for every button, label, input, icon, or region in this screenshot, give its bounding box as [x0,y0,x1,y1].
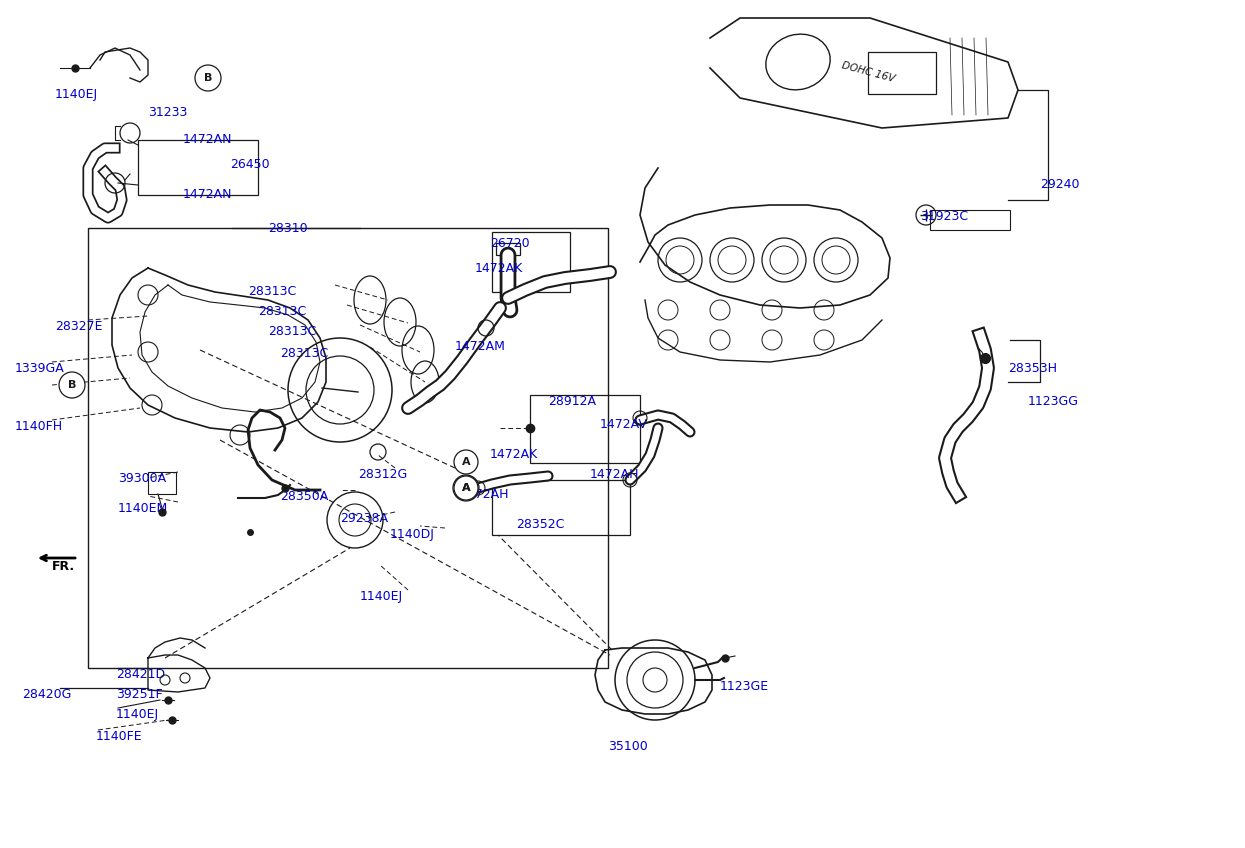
Text: 28313C: 28313C [268,325,316,338]
Text: 1140EJ: 1140EJ [116,708,159,721]
Text: 1472AH: 1472AH [459,488,509,501]
Text: A: A [462,483,471,493]
Text: 31923C: 31923C [920,210,969,223]
Text: 1472AV: 1472AV [600,418,647,431]
Text: 1140FE: 1140FE [96,730,143,743]
Bar [138,140,258,195]
Bar [148,472,176,494]
Text: 26720: 26720 [491,237,529,250]
Text: 1472AK: 1472AK [491,448,538,461]
Text: 1472AN: 1472AN [183,133,233,146]
Text: 1472AH: 1472AH [590,468,640,481]
Text: 1140EM: 1140EM [118,502,168,515]
Text: 28313C: 28313C [258,305,306,318]
Bar [868,52,936,94]
Text: B: B [67,380,76,390]
Text: 29240: 29240 [1040,178,1079,191]
Text: 28327E: 28327E [55,320,102,333]
Circle shape [454,476,478,500]
Bar [88,228,608,668]
Text: 28421D: 28421D [116,668,166,681]
Text: A: A [462,483,471,493]
Text: 1123GE: 1123GE [720,680,769,693]
Circle shape [195,65,222,91]
Text: 39300A: 39300A [118,472,166,485]
Text: 28312G: 28312G [359,468,407,481]
Text: DOHC 16V: DOHC 16V [840,60,895,84]
Bar [492,480,630,535]
Bar [930,210,1010,230]
Text: 1472AN: 1472AN [183,188,233,201]
Text: 1140FH: 1140FH [15,420,63,433]
Text: 1339GA: 1339GA [15,362,65,375]
Circle shape [454,450,478,474]
Text: 28420G: 28420G [22,688,71,701]
Text: 39251F: 39251F [116,688,163,701]
Bar [492,232,570,292]
Circle shape [453,475,479,501]
Bar [496,243,520,255]
Text: FR.: FR. [52,560,75,573]
Text: 1140DJ: 1140DJ [390,528,435,541]
Text: 1123GG: 1123GG [1028,395,1079,408]
Bar [530,395,640,463]
Text: 1140EJ: 1140EJ [55,88,98,101]
Text: 1140EJ: 1140EJ [360,590,403,603]
Text: 1472AK: 1472AK [476,262,523,275]
Text: 28352C: 28352C [515,518,564,531]
Text: B: B [204,73,212,83]
Text: 35100: 35100 [608,740,647,753]
Text: 28350A: 28350A [280,490,329,503]
Text: 28353H: 28353H [1008,362,1057,375]
Text: 26450: 26450 [230,158,270,171]
Text: A: A [462,457,471,467]
Text: 29238A: 29238A [340,512,388,525]
Text: 28313C: 28313C [280,347,329,360]
Text: 31233: 31233 [148,106,188,119]
Text: 28912A: 28912A [548,395,596,408]
Text: 28313C: 28313C [248,285,296,298]
Text: 28310: 28310 [268,222,308,235]
Circle shape [59,372,85,398]
Text: 1472AM: 1472AM [454,340,505,353]
